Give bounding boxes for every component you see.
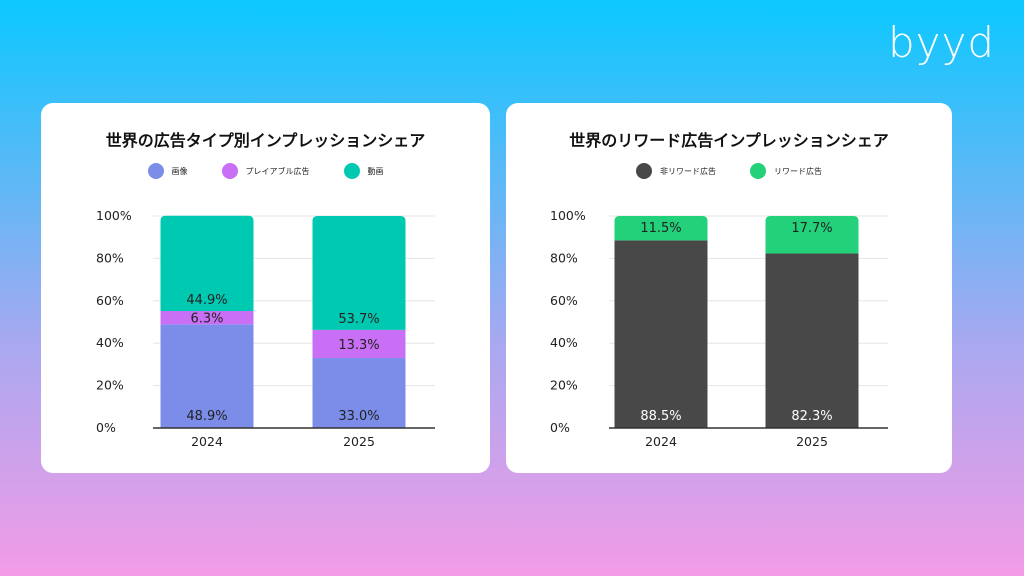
chart-title: 世界の広告タイプ別インプレッションシェア — [105, 131, 426, 150]
legend-dot-icon — [147, 163, 164, 179]
y-tick-label: 20% — [550, 378, 578, 393]
bar-segment — [765, 253, 859, 428]
data-label: 82.3% — [791, 409, 832, 424]
x-tick-label: 2024 — [645, 434, 677, 449]
legend-item-non-reward: 非リワード広告 — [636, 163, 716, 179]
legend-dot-icon — [636, 163, 652, 179]
legend-item-playable: プレイアブル広告 — [221, 163, 310, 179]
y-tick-label: 40% — [550, 335, 578, 350]
y-tick-label: 0% — [550, 420, 570, 435]
y-tick-label: 80% — [550, 250, 578, 265]
data-label: 11.5% — [640, 221, 681, 236]
data-label: 53.7% — [338, 312, 379, 327]
y-tick-label: 80% — [96, 250, 124, 265]
data-label: 48.9% — [186, 409, 227, 424]
legend-label: 非リワード広告 — [660, 166, 716, 176]
data-label: 44.9% — [186, 293, 227, 308]
legend-dot-icon — [343, 163, 360, 179]
data-label: 13.3% — [338, 338, 379, 353]
x-tick-label: 2025 — [796, 434, 828, 449]
bar-segment — [160, 324, 254, 428]
y-tick-label: 0% — [96, 420, 116, 435]
y-tick-label: 20% — [96, 378, 124, 393]
legend-item-reward: リワード広告 — [750, 163, 822, 179]
bar-segment — [614, 240, 708, 428]
legend-label: プレイアブル広告 — [245, 166, 310, 176]
chart-legend: 非リワード広告 リワード広告 — [506, 163, 952, 179]
chart-card-ad-type: 世界の広告タイプ別インプレッションシェア 画像 プレイアブル広告 動画 0% 20… — [41, 103, 490, 473]
bar-segment — [312, 216, 406, 330]
legend-dot-icon — [750, 163, 766, 179]
bar-segment — [614, 216, 708, 241]
legend-item-video: 動画 — [343, 163, 384, 179]
bar-segment — [765, 216, 859, 254]
x-tick-label: 2025 — [343, 434, 375, 449]
y-tick-label: 40% — [96, 335, 124, 350]
y-tick-label: 100% — [96, 208, 132, 223]
data-label: 88.5% — [640, 409, 681, 424]
legend-dot-icon — [221, 163, 238, 179]
legend-label: リワード広告 — [774, 166, 822, 176]
x-tick-label: 2024 — [191, 434, 223, 449]
chart-card-reward: 世界のリワード広告インプレッションシェア 非リワード広告 リワード広告 0% 20… — [506, 103, 952, 473]
legend-label: 画像 — [171, 166, 188, 176]
bar-segment — [312, 358, 406, 428]
bar-segment — [160, 310, 254, 325]
chart-legend: 画像 プレイアブル広告 動画 — [41, 163, 490, 179]
legend-label: 動画 — [367, 166, 384, 176]
y-tick-label: 100% — [550, 208, 586, 223]
chart-title: 世界のリワード広告インプレッションシェア — [569, 131, 889, 150]
y-tick-label: 60% — [96, 293, 124, 308]
bar-segment — [312, 329, 406, 359]
data-label: 6.3% — [190, 312, 223, 327]
data-label: 17.7% — [791, 221, 832, 236]
stacked-bar-chart-reward: 0% 20% 40% 60% 80% 100% 88.5% 11.5% 2024 82.3% 17.… — [550, 208, 888, 449]
byyd-logo: byyd — [888, 18, 996, 67]
data-label: 33.0% — [338, 409, 379, 424]
y-tick-label: 60% — [550, 293, 578, 308]
legend-item-image: 画像 — [147, 163, 188, 179]
stacked-bar-chart-ad-type: 0% 20% 40% 60% 80% 100% 48.9% 6.3% 44.9% 2024 33.0… — [96, 208, 435, 449]
bar-segment — [160, 215, 254, 311]
